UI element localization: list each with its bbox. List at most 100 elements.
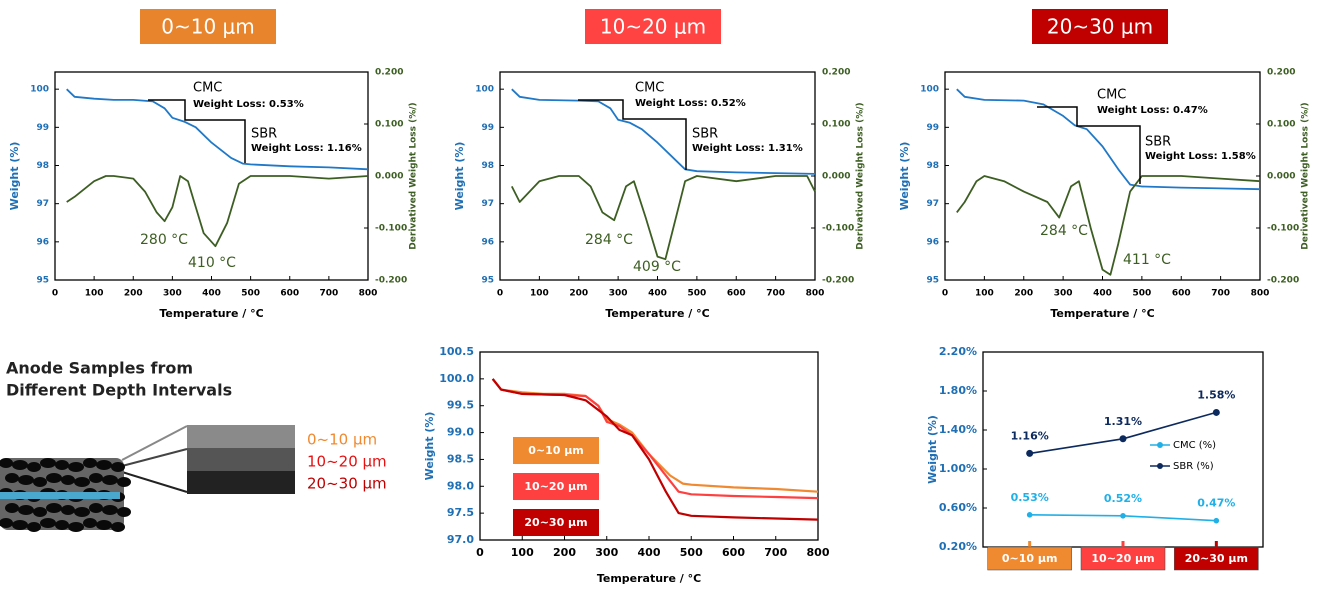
layer-label: 20~30 μm — [307, 475, 387, 493]
particle — [27, 462, 41, 472]
x-tick-label: 100 — [975, 289, 994, 299]
particle — [83, 518, 97, 528]
y-tick-label: 97 — [926, 199, 939, 209]
x-tick-label: 300 — [163, 289, 182, 299]
legend-label: SBR (%) — [1173, 461, 1214, 472]
chart-title: 0~10 μm — [161, 15, 255, 39]
particle — [89, 503, 103, 513]
x-tick-label: 200 — [124, 289, 143, 299]
y2-axis-label: Derivatived Weight Loss (%/) — [1301, 102, 1311, 249]
annotation: 410 °C — [188, 255, 236, 271]
x-tick-label: 800 — [806, 289, 825, 299]
chart-title: 20~30 μm — [1047, 15, 1153, 39]
y-tick-label: 99 — [926, 123, 939, 133]
legend-marker — [1157, 442, 1163, 448]
annotation: CMC — [1097, 88, 1126, 103]
y-tick-label: 97.0 — [447, 533, 474, 546]
x-tick-label: 800 — [1251, 289, 1270, 299]
annotation: SBR — [251, 127, 277, 142]
data-label: 1.58% — [1197, 388, 1235, 401]
y-tick-label: 98 — [481, 161, 494, 171]
y2-tick-label: 0.100 — [1267, 120, 1295, 130]
annotation: 284 °C — [585, 232, 633, 248]
x-tick-label: 0 — [497, 289, 503, 299]
particle — [83, 458, 97, 468]
x-tick-label: 100 — [511, 546, 534, 559]
y-tick-label: 98.5 — [447, 452, 474, 465]
annotation: 409 °C — [633, 259, 681, 275]
x-tick-label: 100 — [530, 289, 549, 299]
particle — [46, 473, 62, 483]
particle — [33, 507, 47, 517]
category-box — [1174, 546, 1259, 571]
y-tick-label: 96 — [36, 237, 49, 247]
x-tick-label: 300 — [595, 546, 618, 559]
x-tick-label: 500 — [1132, 289, 1151, 299]
legend-label: 20~30 μm — [524, 516, 587, 529]
annotation: CMC — [193, 81, 222, 96]
y2-tick-label: 0.200 — [1267, 68, 1295, 78]
legend-marker — [1157, 463, 1163, 469]
particle — [5, 473, 19, 483]
x-tick-label: 500 — [680, 546, 703, 559]
y2-tick-label: 0.100 — [375, 120, 403, 130]
x-tick-label: 400 — [202, 289, 221, 299]
y2-tick-label: 0.000 — [822, 172, 850, 182]
particle — [61, 505, 75, 515]
plot-frame — [944, 71, 1261, 281]
data-label: 0.52% — [1104, 492, 1142, 505]
y2-axis-label: Derivatived Weight Loss (%/) — [409, 102, 419, 249]
x-tick-label: 800 — [807, 546, 830, 559]
particle — [46, 503, 62, 513]
annotation: Weight Loss: 1.16% — [251, 143, 362, 154]
x-tick-label: 200 — [553, 546, 576, 559]
x-tick-label: 200 — [1014, 289, 1033, 299]
y2-tick-label: -0.200 — [822, 276, 854, 286]
annotation: 411 °C — [1123, 252, 1171, 268]
x-tick-label: 700 — [319, 289, 338, 299]
particle — [96, 460, 112, 470]
y-tick-label: 95 — [926, 276, 939, 286]
y-tick-label: 99 — [36, 123, 49, 133]
category-box — [1080, 546, 1166, 571]
annotation: CMC — [635, 81, 664, 96]
x-tick-label: 0 — [476, 546, 484, 559]
x-tick-label: 300 — [609, 289, 628, 299]
y2-axis-label: Derivatived Weight Loss (%/) — [856, 102, 866, 249]
annotation: 284 °C — [1040, 223, 1088, 239]
particle — [12, 520, 28, 530]
x-axis-label: Temperature / °C — [159, 307, 263, 320]
y2-tick-label: 0.000 — [1267, 172, 1295, 182]
x-tick-label: 700 — [1211, 289, 1230, 299]
y-tick-label: 96 — [481, 237, 494, 247]
y-tick-label: 0.60% — [939, 501, 977, 514]
particle — [40, 518, 56, 528]
y2-tick-label: -0.100 — [1267, 224, 1299, 234]
y2-tick-label: -0.200 — [1267, 276, 1299, 286]
annotation: SBR — [1145, 135, 1171, 150]
x-tick-label: 500 — [241, 289, 260, 299]
x-tick-label: 600 — [280, 289, 299, 299]
y2-tick-label: -0.100 — [822, 224, 854, 234]
series-line — [510, 175, 816, 261]
x-axis-label: Temperature / °C — [597, 572, 701, 585]
y-axis-label: Weight (%) — [8, 142, 21, 211]
y2-tick-label: 0.200 — [375, 68, 403, 78]
particle — [18, 505, 34, 515]
y-axis-label: Weight (%) — [423, 412, 436, 481]
y2-tick-label: -0.200 — [375, 276, 407, 286]
series-line — [66, 175, 369, 248]
x-tick-label: 700 — [766, 289, 785, 299]
y-tick-label: 96 — [926, 237, 939, 247]
annotation: Weight Loss: 0.53% — [193, 99, 304, 110]
y-tick-label: 0.20% — [939, 540, 977, 553]
particle — [27, 522, 41, 532]
x-tick-label: 600 — [727, 289, 746, 299]
y2-tick-label: 0.100 — [822, 120, 850, 130]
legend-box — [513, 509, 599, 536]
data-label: 1.31% — [1104, 415, 1142, 428]
y2-tick-label: 0.200 — [822, 68, 850, 78]
particle — [111, 522, 125, 532]
data-label: 0.47% — [1197, 497, 1235, 510]
